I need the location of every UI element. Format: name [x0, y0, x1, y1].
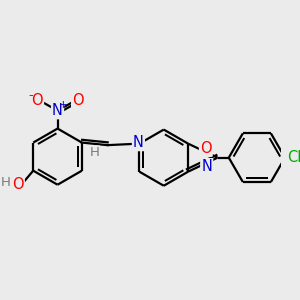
Text: Cl: Cl — [287, 150, 300, 165]
Text: N: N — [133, 135, 144, 150]
Text: O: O — [200, 141, 212, 156]
Text: N: N — [201, 159, 212, 174]
Text: O: O — [12, 178, 24, 193]
Text: H: H — [1, 176, 10, 189]
Text: +: + — [59, 100, 68, 110]
Text: -: - — [28, 89, 33, 102]
Text: N: N — [52, 103, 63, 118]
Text: H: H — [90, 146, 100, 159]
Text: O: O — [72, 94, 84, 109]
Text: O: O — [31, 94, 43, 109]
